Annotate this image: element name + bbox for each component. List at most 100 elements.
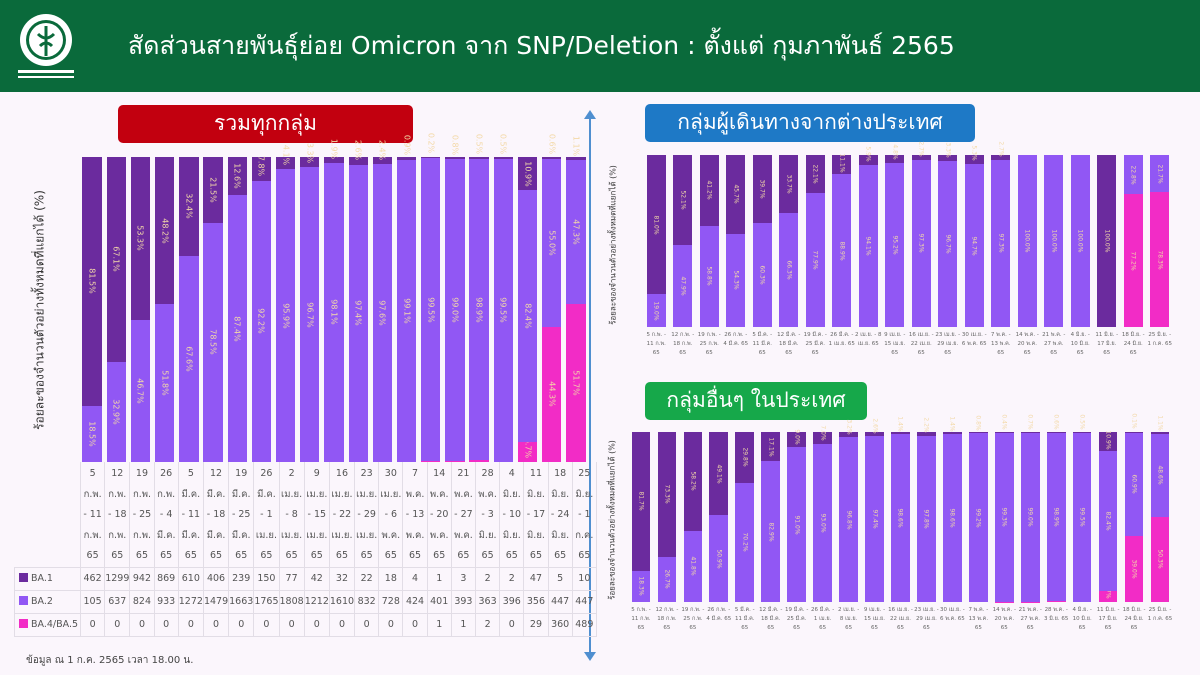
x-tick-label: 26 มี.ค. - 1 เม.ย. 65 — [810, 607, 835, 631]
x-tick-label: 26 ก.พ. - 4 มี.ค. 65 — [723, 332, 749, 347]
date-cell: 19 มี.ค. - 25 มี.ค. 65 — [228, 462, 255, 568]
bar-segment-ba1 — [445, 157, 465, 160]
data-label: 50.9% — [715, 549, 723, 569]
data-label: 19.0% — [652, 301, 660, 321]
data-label: 29.8% — [741, 447, 749, 467]
bar-segment-ba2 — [735, 482, 755, 602]
data-label: 5.3% — [970, 145, 978, 161]
bar-stack: 95.9% 4.1% — [275, 145, 296, 462]
bar-segment-ba4ba5 — [994, 601, 1014, 602]
table-corner — [14, 462, 81, 567]
bar-stack: 96.7% 3.3% — [938, 142, 958, 327]
bar-segment-ba2 — [752, 223, 772, 327]
bar-segment-ba1 — [631, 432, 651, 571]
data-label: 82.4% — [1104, 511, 1112, 531]
bar-segment-ba2 — [227, 195, 247, 462]
count-cell: 2 — [474, 612, 501, 637]
bar-stack: 0.5%98.9%0.6% — [1046, 415, 1066, 602]
legend-label: BA.1 — [31, 573, 53, 584]
count-cell: 1765 — [253, 589, 280, 614]
bar-segment-ba2 — [839, 437, 858, 602]
bar-segment-ba2 — [445, 159, 465, 462]
x-tick-label: 19 มี.ค. - 25 มี.ค. 65 — [785, 607, 809, 631]
data-label: 41.2% — [705, 180, 713, 200]
data-label: 1.4% — [896, 415, 904, 432]
table-row: BA.2 105 637 824 933 1272 1479 1663 1765 1808 1212… — [14, 589, 597, 614]
bar-segment-ba1 — [964, 155, 984, 165]
bar-segment-ba2 — [1017, 155, 1037, 327]
bar-segment-ba2 — [566, 160, 586, 305]
bar-segment-ba2 — [542, 158, 562, 327]
data-label: 0.5% — [474, 134, 484, 155]
bar-segment-ba1 — [348, 157, 368, 165]
count-cell: 1808 — [278, 589, 305, 614]
bar-segment-ba2 — [203, 222, 223, 462]
legend-label: BA.2 — [31, 596, 53, 607]
data-label: 0.9% — [402, 135, 412, 156]
bar-segment-ba2 — [1044, 155, 1064, 327]
x-tick-label: 21 พ.ค. - 27 พ.ค. 65 — [1018, 607, 1042, 631]
bar-segment-ba2 — [1020, 433, 1040, 602]
header-bar: สัดส่วนสายพันธุ์ย่อย Omicron จาก SNP/Del… — [0, 0, 1200, 92]
bar-segment-ba1 — [657, 432, 677, 557]
bar-stack: 0.3%99.0%0.7% — [1020, 415, 1040, 602]
data-label: 3.2% — [845, 419, 853, 435]
data-label: 97.6% — [377, 300, 387, 326]
bar-segment-ba2 — [275, 169, 296, 462]
date-cell: 26 ก.พ. - 4 มี.ค. 65 — [153, 462, 179, 568]
data-label: 92.2% — [256, 308, 266, 335]
x-tick-label: 18 มิ.ย. - 24 มิ.ย. 65 — [1122, 607, 1146, 631]
data-label: 78.3% — [1156, 250, 1164, 270]
chart-travelers: 19.0% 81.0% 5 ก.พ. - 11 ก.พ. 65 47.9% 52.1% 1… — [643, 141, 1173, 367]
date-cell: 23 เม.ย. - 29 เม.ย. 65 — [354, 462, 380, 568]
bar-segment-ba1 — [699, 155, 719, 226]
x-tick-label: 25 มิ.ย. - 1 ก.ค. 65 — [1147, 332, 1172, 347]
count-cell: 1212 — [303, 589, 330, 614]
bar-stack: 100.0% — [1070, 155, 1090, 327]
bar-stack: 0.2%99.5%0.2% — [421, 133, 441, 462]
data-label: 52.1% — [679, 190, 687, 210]
bar-segment-ba1 — [779, 155, 799, 213]
x-tick-label: 11 มิ.ย. - 17 มิ.ย. 65 — [1095, 332, 1119, 356]
data-label: 0.6% — [1052, 414, 1060, 430]
bar-segment-ba1 — [938, 155, 958, 161]
x-tick-label: 11 มิ.ย. - 17 มิ.ย. 65 — [1096, 607, 1120, 631]
data-label: 12.6% — [232, 163, 242, 189]
date-cell: 5 ก.พ. - 11 ก.พ. 65 — [79, 462, 106, 568]
bar-segment-ba1 — [858, 155, 878, 166]
count-cell: 424 — [402, 589, 428, 614]
bar-segment-ba1 — [421, 157, 441, 158]
bar-stack: 98.1% 1.9% — [324, 138, 344, 462]
data-label: 0.1% — [1130, 413, 1138, 429]
data-label: 21.7% — [1156, 164, 1164, 184]
bar-segment-ba1 — [1020, 432, 1040, 434]
bar-segment-ba1 — [813, 432, 832, 444]
bar-segment-ba1 — [130, 157, 151, 320]
bar-segment-ba2 — [300, 167, 320, 462]
bar-segment-ba1 — [865, 432, 884, 437]
x-tick-label: 5 ก.พ. - 11 ก.พ. 65 — [646, 332, 666, 356]
data-label: 97.3% — [917, 233, 925, 253]
bar-segment-ba2 — [917, 435, 936, 602]
x-tick-label: 19 ก.พ. - 25 ก.พ. 65 — [697, 332, 721, 356]
count-cell: 42 — [303, 566, 330, 591]
data-label: 1.4% — [948, 415, 956, 432]
data-label: 18.3% — [637, 576, 645, 596]
data-label: 70.2% — [741, 532, 749, 552]
bar-stack: 26.7% 73.3% — [657, 432, 677, 602]
chart-domestic: 18.3% 81.7% 5 ก.พ. - 11 ก.พ. 65 26.7% 73.3% 1… — [628, 414, 1173, 652]
bar-segment-ba1 — [324, 157, 344, 163]
x-tick-label: 25 มิ.ย. - 1 ก.ค. 65 — [1147, 607, 1173, 622]
bar-segment-ba4ba5 — [1150, 516, 1170, 602]
bar-segment-ba1 — [469, 157, 489, 159]
data-label: 99.0% — [450, 297, 460, 323]
data-label: 87.4% — [232, 315, 242, 342]
count-cell: 22 — [354, 566, 380, 591]
bar-stack: 97.3% 2.7% — [991, 141, 1011, 327]
count-cell: 105 — [79, 589, 106, 614]
count-cell: 363 — [474, 589, 501, 614]
x-tick-label: 23 เม.ย. - 29 เม.ย. 65 — [935, 332, 961, 356]
data-label: 91.0% — [793, 515, 801, 535]
bar-segment-ba2 — [891, 434, 910, 602]
bar-segment-ba1 — [839, 432, 858, 438]
